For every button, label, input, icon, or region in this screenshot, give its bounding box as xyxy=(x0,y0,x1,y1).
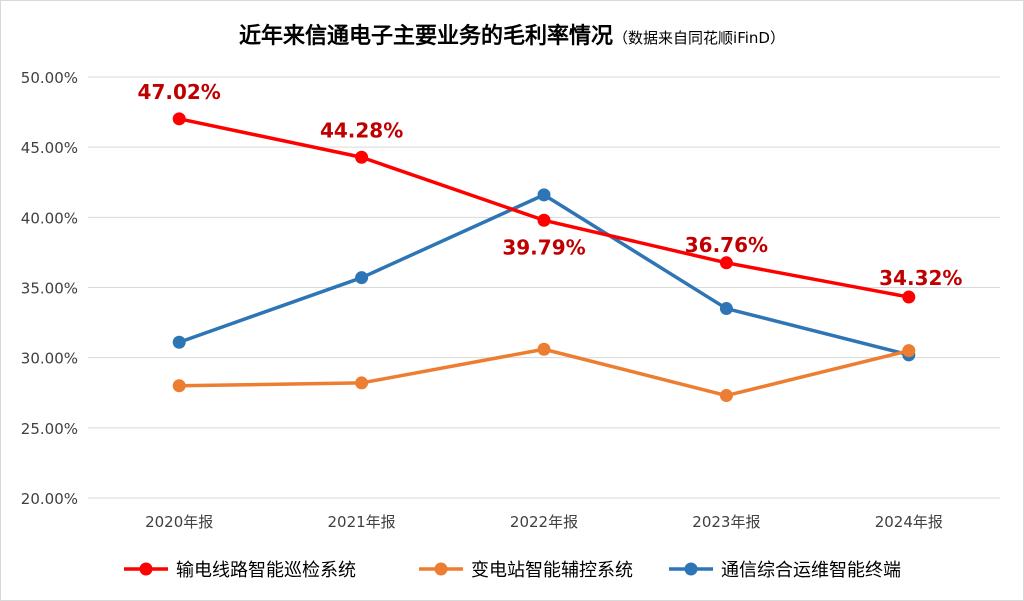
y-tick-label: 45.00% xyxy=(21,139,78,157)
legend-label: 输电线路智能巡检系统 xyxy=(176,560,356,581)
data-point xyxy=(719,389,733,403)
legend-marker xyxy=(139,562,153,576)
data-point xyxy=(537,188,551,202)
legend-label: 通信综合运维智能终端 xyxy=(721,560,901,581)
data-label: 39.79% xyxy=(502,235,585,259)
data-point xyxy=(902,290,916,304)
data-point xyxy=(355,376,369,390)
y-tick-label: 25.00% xyxy=(21,420,78,438)
data-point xyxy=(172,379,186,393)
x-tick-label: 2022年报 xyxy=(510,513,578,531)
chart-title: 近年来信通电子主要业务的毛利率情况 xyxy=(239,24,614,49)
data-point xyxy=(172,335,186,349)
series-line xyxy=(178,117,910,299)
legend-marker xyxy=(684,562,698,576)
data-point xyxy=(537,342,551,356)
data-label: 47.02% xyxy=(138,80,221,104)
series-line xyxy=(179,347,910,398)
y-tick-label: 35.00% xyxy=(21,280,78,298)
data-point xyxy=(355,271,369,285)
data-point xyxy=(355,150,369,164)
x-tick-label: 2023年报 xyxy=(692,513,760,531)
chart-title-block: 近年来信通电子主要业务的毛利率情况（数据来自同花顺iFinD） xyxy=(0,18,1024,50)
data-point xyxy=(902,344,916,358)
legend-marker xyxy=(434,562,448,576)
data-label: 34.32% xyxy=(879,266,962,290)
y-tick-label: 40.00% xyxy=(21,209,78,227)
x-tick-label: 2024年报 xyxy=(875,513,943,531)
data-label: 44.28% xyxy=(320,118,403,142)
legend-label: 变电站智能辅控系统 xyxy=(471,560,633,581)
y-tick-label: 30.00% xyxy=(21,350,78,368)
data-label: 36.76% xyxy=(685,233,768,257)
data-point xyxy=(719,256,733,270)
y-tick-label: 50.00% xyxy=(21,69,78,87)
data-point xyxy=(537,213,551,227)
x-tick-label: 2021年报 xyxy=(328,513,396,531)
x-tick-label: 2020年报 xyxy=(145,513,213,531)
chart-subtitle: （数据来自同花顺iFinD） xyxy=(613,29,785,47)
data-point xyxy=(719,302,733,316)
data-point xyxy=(172,112,186,126)
y-tick-label: 20.00% xyxy=(21,490,78,508)
